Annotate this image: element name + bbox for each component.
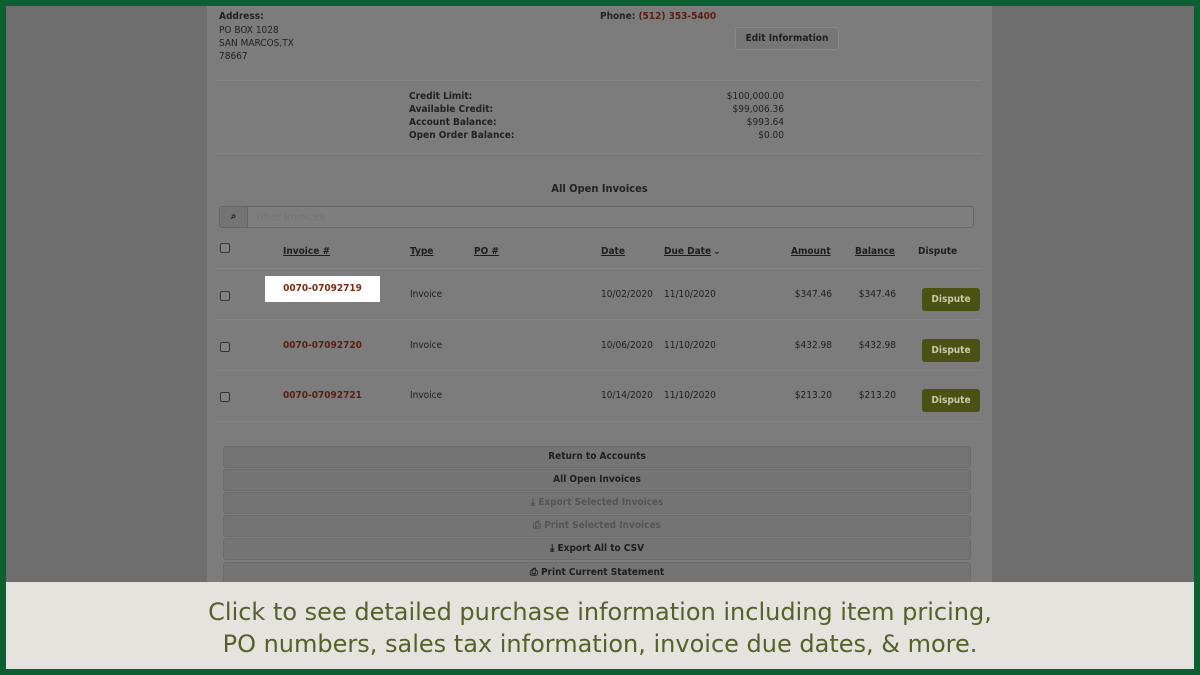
export-selected-invoices-button[interactable]: ⤓ Export Selected Invoices (223, 492, 971, 514)
table-row: 0070-07092721 Invoice 10/14/2020 11/10/2… (207, 371, 992, 421)
credit-limit-label: Credit Limit: (409, 91, 473, 102)
section-title: All Open Invoices (551, 182, 648, 195)
invoice-date: 10/06/2020 (601, 340, 653, 351)
invoice-balance: $213.20 (858, 390, 896, 401)
print-icon: ⎙ (529, 567, 538, 578)
select-all-checkbox[interactable] (220, 243, 230, 253)
download-icon: ⤓ (530, 497, 536, 508)
print-current-statement-button[interactable]: ⎙ Print Current Statement (223, 562, 971, 584)
all-open-invoices-button[interactable]: All Open Invoices (223, 469, 971, 491)
phone-value: (512) 353-5400 (638, 11, 717, 22)
column-due-date-label: Due Date (664, 246, 712, 257)
invoice-type: Invoice (410, 289, 443, 300)
address-label: Address: (219, 11, 264, 22)
invoice-amount: $213.20 (794, 390, 832, 401)
divider (217, 80, 982, 81)
account-panel: Address: PO BOX 1028 SAN MARCOS,TX 78667… (207, 6, 992, 669)
phone-label: Phone: (600, 11, 636, 22)
caption-line: PO numbers, sales tax information, invoi… (222, 630, 978, 658)
print-selected-invoices-button[interactable]: ⎙ Print Selected Invoices (223, 515, 971, 537)
invoice-balance: $432.98 (858, 340, 896, 351)
divider (217, 268, 982, 269)
dispute-button[interactable]: Dispute (922, 339, 980, 362)
address-lines: PO BOX 1028 SAN MARCOS,TX 78667 (219, 24, 294, 63)
return-to-accounts-button[interactable]: Return to Accounts (223, 446, 971, 468)
search-icon[interactable]: ⌕ (220, 207, 248, 227)
invoice-balance: $347.46 (858, 289, 896, 300)
button-label: Print Current Statement (540, 567, 665, 578)
export-all-csv-button[interactable]: ⤓ Export All to CSV (223, 538, 971, 560)
address-line: SAN MARCOS,TX (219, 38, 294, 49)
invoice-type: Invoice (410, 390, 443, 401)
download-icon: ⤓ (549, 543, 555, 554)
column-balance[interactable]: Balance (855, 246, 895, 257)
button-label: Print Selected Invoices (544, 520, 661, 531)
filter-box: ⌕ (219, 206, 974, 228)
account-balance-value: $993.64 (746, 117, 784, 128)
open-order-balance-label: Open Order Balance: (409, 130, 515, 141)
column-date[interactable]: Date (601, 246, 625, 257)
invoice-date: 10/02/2020 (601, 289, 653, 300)
invoice-link[interactable]: 0070-07092720 (283, 340, 362, 351)
row-checkbox[interactable] (220, 392, 230, 402)
column-type[interactable]: Type (410, 246, 434, 257)
invoice-amount: $347.46 (794, 289, 832, 300)
invoice-due-date: 11/10/2020 (664, 289, 716, 300)
tutorial-caption: Click to see detailed purchase informati… (6, 582, 1194, 669)
invoice-date: 10/14/2020 (601, 390, 653, 401)
credit-limit-value: $100,000.00 (726, 91, 784, 102)
column-dispute: Dispute (918, 246, 958, 257)
column-po[interactable]: PO # (474, 246, 499, 257)
tutorial-frame: Address: PO BOX 1028 SAN MARCOS,TX 78667… (6, 6, 1194, 669)
dispute-button[interactable]: Dispute (922, 288, 980, 311)
dispute-button[interactable]: Dispute (922, 389, 980, 412)
invoice-link[interactable]: 0070-07092719 (265, 276, 380, 302)
divider (217, 319, 982, 320)
chevron-down-icon: ⌄ (713, 246, 721, 257)
row-checkbox[interactable] (220, 291, 230, 301)
address-line: PO BOX 1028 (219, 25, 279, 36)
invoice-type: Invoice (410, 340, 443, 351)
caption-line: Click to see detailed purchase informati… (208, 598, 992, 626)
invoice-due-date: 11/10/2020 (664, 340, 716, 351)
available-credit-label: Available Credit: (409, 104, 494, 115)
print-icon: ⎙ (533, 520, 542, 531)
invoice-due-date: 11/10/2020 (664, 390, 716, 401)
phone: Phone: (512) 353-5400 (600, 11, 716, 22)
invoice-amount: $432.98 (794, 340, 832, 351)
account-summary: Credit Limit: $100,000.00 Available Credi… (409, 90, 784, 142)
divider (217, 153, 982, 154)
button-label: Export Selected Invoices (538, 497, 664, 508)
address-line: 78667 (219, 51, 248, 62)
open-order-balance-value: $0.00 (758, 130, 784, 141)
available-credit-value: $99,006.36 (732, 104, 785, 115)
column-invoice[interactable]: Invoice # (283, 246, 330, 257)
button-label: Export All to CSV (557, 543, 645, 554)
invoice-link[interactable]: 0070-07092721 (283, 390, 362, 401)
row-checkbox[interactable] (220, 342, 230, 352)
account-balance-label: Account Balance: (409, 117, 497, 128)
edit-information-button[interactable]: Edit Information (735, 27, 839, 50)
column-amount[interactable]: Amount (791, 246, 831, 257)
divider (217, 370, 982, 371)
column-due-date[interactable]: Due Date ⌄ (664, 246, 721, 257)
filter-invoices-input[interactable] (248, 207, 973, 227)
table-row: 0070-07092720 Invoice 10/06/2020 11/10/2… (207, 320, 992, 370)
divider (217, 421, 982, 422)
table-row: 0070-07092719 Invoice 10/02/2020 11/10/2… (207, 269, 992, 319)
